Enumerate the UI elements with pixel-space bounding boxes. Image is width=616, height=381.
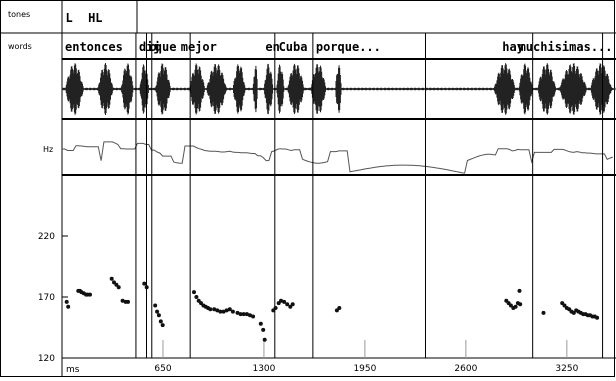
tone-label: L [66,11,73,25]
pitch-point [64,299,69,304]
word-label: porque... [316,40,381,54]
pitch-point [279,298,283,303]
pitch-point [290,302,295,307]
pitch-point [221,309,226,314]
word-label: Cuba [279,40,308,54]
word-label: hay [502,40,524,54]
pitch-point [241,312,246,317]
pitch-point [261,327,266,332]
pitch-point [116,285,121,290]
pitch-point [517,288,522,293]
word-label: o [150,40,157,54]
pitch-contour-line [62,141,613,174]
x-tick-label: 1300 [252,364,275,374]
pitch-point [160,323,165,328]
words-row-label: words [8,42,32,51]
word-label: en [265,40,279,54]
word-label: entonces [65,40,123,54]
pitch-point [194,295,199,299]
pitch-point [120,298,125,303]
word-label: mejor [181,40,217,54]
pitch-point [208,307,213,312]
pitch-point [518,302,523,307]
x-tick-label: 1950 [353,364,376,374]
pitch-point [224,308,229,313]
pitch-point [288,304,293,309]
x-axis-ticks: 650 1300 1950 2600 3250 [154,340,579,374]
y-tick-label: 120 [38,354,55,364]
tones-tier: L HL [66,11,103,25]
pitch-point [337,306,342,310]
time-unit-label: ms [66,365,80,375]
pitch-point [227,307,232,312]
segment-boundaries [135,33,604,358]
pitch-point [215,308,220,313]
pitch-point [230,309,235,314]
y-axis-ticks: 120 170 220 [38,232,68,364]
pitch-point [142,281,147,286]
pitch-point [158,319,163,324]
word-label: dij [139,40,161,54]
y-tick-label: 170 [38,293,55,303]
pitch-point [508,303,513,308]
pitch-point [571,310,576,315]
pitch-point [155,309,160,314]
pitch-point [156,313,161,318]
pitch-point [153,303,158,308]
pitch-points [64,276,600,342]
pitch-point [192,290,196,295]
pitch-point [258,321,263,326]
pitch-point [595,315,600,320]
pitch-point [248,313,252,318]
pitch-point [66,304,71,309]
pitch-point [212,307,217,312]
pitch-point [238,312,243,317]
x-tick-label: 650 [154,364,171,374]
pitch-point [144,285,149,290]
y-tick-label: 220 [38,232,55,242]
waveform-trace [61,63,616,115]
pitch-point [541,310,546,315]
pitch-point [273,306,278,310]
pitch-point [218,309,223,314]
pitch-point [262,337,267,342]
pitch-point [285,302,290,307]
word-label: que [155,40,177,54]
pitch-point [513,304,518,309]
pitch-point [244,312,249,317]
pitch-point [109,276,114,281]
tone-label: HL [88,11,102,25]
pitch-point [235,310,240,315]
pitch-point [126,299,130,304]
x-tick-label: 2600 [454,364,477,374]
pitch-point [282,299,287,304]
audio-waveform [61,63,616,115]
tones-row-label: tones [8,10,30,19]
x-tick-label: 3250 [555,364,578,374]
pitch-point [88,292,92,297]
word-label: muchisimas... [519,40,613,54]
pitch-point [251,314,256,319]
hz-row-label: Hz [43,145,53,154]
